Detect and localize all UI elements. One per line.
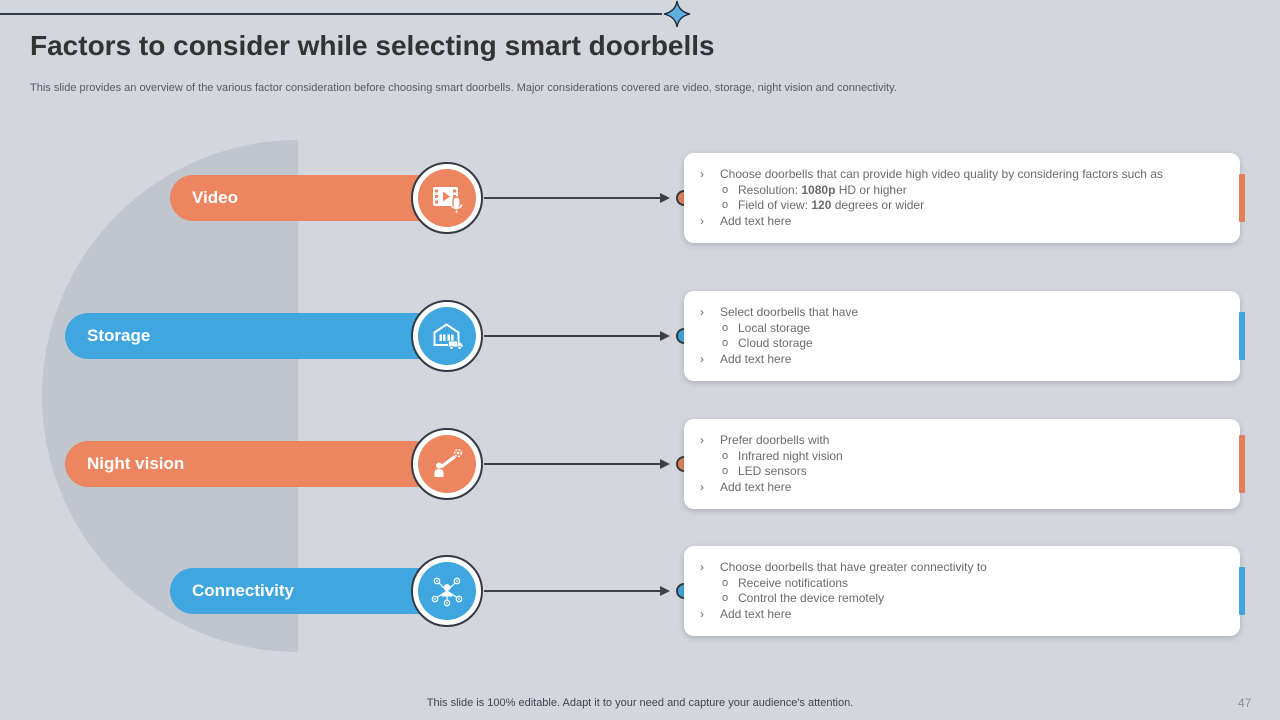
bullet-line: o Cloud storage — [722, 336, 813, 350]
bullet-marker: o — [722, 449, 729, 462]
bullet-marker: o — [722, 576, 729, 589]
detail-card-storage: › Select doorbells that have o Local sto… — [684, 291, 1240, 381]
bullet-marker: › — [700, 560, 704, 574]
connector-arrowhead — [660, 459, 670, 469]
add-text-placeholder[interactable]: › Add text here — [700, 606, 792, 621]
add-text-placeholder[interactable]: › Add text here — [700, 351, 792, 366]
card-accent-bar — [1239, 174, 1245, 222]
card-accent-bar — [1239, 567, 1245, 615]
bullet-marker: › — [700, 433, 704, 447]
bullet-marker: o — [722, 592, 729, 604]
add-text-placeholder[interactable]: › Add text here — [700, 213, 792, 228]
bullet-marker: › — [700, 305, 704, 319]
card-accent-bar — [1239, 312, 1245, 360]
top-divider-line — [0, 13, 662, 15]
factor-pill-video: Video — [170, 175, 455, 221]
factor-pill-night-vision: Night vision — [65, 441, 455, 487]
bullet-line: o Infrared night vision — [722, 448, 843, 463]
bullet-marker: o — [722, 199, 729, 211]
factor-label: Night vision — [87, 454, 185, 473]
page-title: Factors to consider while selecting smar… — [30, 30, 715, 61]
connector-arrowhead — [660, 193, 670, 203]
bullet-marker: o — [722, 465, 729, 477]
half-circle-decoration — [42, 140, 298, 652]
video-icon — [433, 187, 463, 213]
sparkle-star-icon — [663, 0, 691, 28]
storage-icon — [433, 323, 463, 350]
icon-badge — [411, 555, 483, 627]
connector-line — [484, 590, 660, 592]
bullet-line: › Choose doorbells that can provide high… — [700, 167, 1163, 181]
bullet-marker: o — [722, 183, 729, 196]
bullet-line: o Receive notifications — [722, 575, 849, 590]
connectivity-icon — [431, 577, 463, 607]
icon-badge — [411, 300, 483, 372]
bullet-line: o Field of view: 120 degrees or wider — [722, 198, 925, 212]
footer-note: This slide is 100% editable. Adapt it to… — [426, 697, 854, 709]
card-accent-bar — [1239, 435, 1245, 493]
connector-arrowhead — [660, 586, 670, 596]
detail-card-video: › Choose doorbells that can provide high… — [684, 153, 1240, 243]
factor-label: Video — [192, 188, 238, 207]
factor-pill-storage: Storage — [65, 313, 455, 359]
bullet-marker: › — [700, 213, 704, 228]
icon-badge — [411, 428, 483, 500]
bullet-marker: › — [700, 167, 704, 181]
factor-label: Connectivity — [192, 581, 295, 600]
bullet-marker: o — [722, 321, 729, 334]
page-number: 47 — [1238, 696, 1252, 710]
icon-badge — [411, 162, 483, 234]
connector-line — [484, 335, 660, 337]
bullet-line: o Resolution: 1080p HD or higher — [722, 182, 907, 197]
connector-line — [484, 463, 660, 465]
connector-line — [484, 197, 660, 199]
detail-card-connectivity: › Choose doorbells that have greater con… — [684, 546, 1240, 636]
bullet-marker: › — [700, 351, 704, 366]
connector-arrowhead — [660, 331, 670, 341]
factor-pill-connectivity: Connectivity — [170, 568, 455, 614]
bullet-line: › Prefer doorbells with — [700, 433, 830, 447]
bullet-line: o Control the device remotely — [722, 591, 885, 605]
factor-label: Storage — [87, 326, 151, 345]
bullet-marker: › — [700, 479, 704, 494]
bullet-marker: o — [722, 337, 729, 349]
bullet-line: › Select doorbells that have — [700, 305, 859, 319]
bullet-line: o Local storage — [722, 320, 811, 335]
bullet-line: › Choose doorbells that have greater con… — [700, 560, 987, 574]
detail-card-night-vision: › Prefer doorbells with o Infrared night… — [684, 419, 1240, 509]
add-text-placeholder[interactable]: › Add text here — [700, 479, 792, 494]
bullet-line: o LED sensors — [722, 464, 807, 478]
night-vision-icon — [434, 448, 463, 477]
bullet-marker: › — [700, 606, 704, 621]
page-subtitle: This slide provides an overview of the v… — [30, 82, 897, 94]
